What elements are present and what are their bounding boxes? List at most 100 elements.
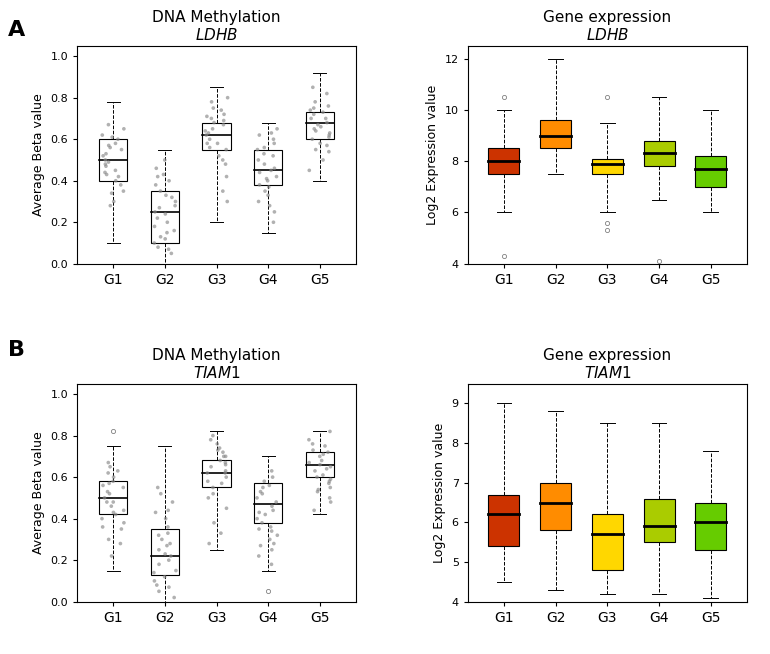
Point	[102, 157, 115, 167]
Point	[169, 200, 181, 211]
Point	[117, 482, 129, 492]
Point	[324, 497, 336, 508]
Point	[262, 190, 274, 201]
Bar	[488, 148, 520, 174]
Point	[314, 459, 326, 470]
Point	[152, 482, 164, 492]
Bar	[254, 483, 283, 523]
Point	[168, 593, 180, 603]
Point	[103, 478, 116, 489]
Point	[323, 492, 336, 503]
Bar	[203, 122, 231, 150]
Point	[307, 445, 320, 455]
Point	[320, 113, 332, 124]
Point	[108, 472, 120, 483]
Point	[164, 538, 176, 549]
Point	[307, 109, 320, 120]
Point	[95, 513, 108, 524]
Point	[149, 576, 161, 586]
Point	[310, 145, 322, 155]
Point	[218, 451, 230, 462]
Point	[101, 497, 113, 508]
Point	[99, 155, 112, 165]
Bar	[695, 156, 726, 187]
Point	[109, 138, 122, 148]
Point	[100, 161, 112, 171]
Point	[115, 180, 127, 190]
Point	[166, 248, 178, 258]
Point	[161, 228, 173, 238]
Bar	[540, 120, 571, 148]
Point	[319, 441, 331, 451]
Point	[309, 97, 321, 107]
Point	[263, 534, 276, 545]
Point	[259, 186, 271, 196]
Point	[220, 472, 233, 483]
Point	[102, 457, 115, 468]
Point	[306, 82, 319, 92]
Point	[165, 551, 177, 561]
Point	[260, 173, 273, 184]
Point	[268, 538, 280, 549]
Point	[201, 468, 213, 478]
Point	[219, 159, 232, 169]
Point	[159, 209, 172, 219]
Text: A: A	[8, 20, 25, 40]
Point	[212, 138, 224, 148]
Point	[316, 470, 329, 480]
Point	[215, 528, 227, 538]
Point	[212, 445, 224, 455]
Point	[214, 455, 226, 466]
Point	[323, 476, 336, 487]
Point	[116, 145, 128, 155]
Y-axis label: Log2 Expression value: Log2 Expression value	[433, 422, 446, 563]
Point	[266, 526, 278, 536]
Point	[320, 88, 333, 99]
Point	[254, 487, 266, 497]
Point	[104, 143, 116, 153]
Point	[203, 128, 215, 138]
Point	[253, 551, 265, 561]
Point	[268, 138, 280, 148]
Point	[160, 190, 172, 201]
Point	[112, 466, 124, 476]
Point	[215, 105, 227, 115]
Point	[218, 109, 230, 120]
Point	[218, 115, 230, 126]
Point	[324, 462, 336, 472]
Point	[152, 545, 165, 555]
Point	[321, 140, 333, 150]
Point	[207, 489, 219, 499]
Point	[258, 476, 270, 487]
Point	[152, 586, 165, 596]
Point	[309, 466, 321, 476]
Bar	[254, 150, 283, 185]
Point	[263, 200, 276, 211]
Bar	[99, 481, 127, 515]
Point	[306, 439, 319, 449]
Point	[159, 155, 171, 165]
Point	[323, 146, 335, 157]
Point	[220, 171, 233, 182]
Point	[152, 530, 165, 540]
Point	[102, 120, 115, 130]
Point	[156, 534, 168, 545]
Point	[308, 505, 320, 515]
Point	[152, 242, 164, 252]
Point	[96, 130, 109, 141]
Point	[97, 150, 109, 161]
Point	[253, 180, 266, 190]
Point	[216, 155, 229, 165]
Point	[251, 513, 263, 524]
Point	[251, 145, 263, 155]
Point	[106, 132, 119, 143]
Point	[107, 476, 119, 487]
Point	[216, 186, 229, 196]
Point	[206, 97, 218, 107]
Point	[149, 507, 162, 517]
Point	[148, 238, 160, 249]
Point	[161, 540, 173, 551]
Point	[102, 140, 115, 150]
Point	[253, 130, 266, 141]
Point	[96, 522, 109, 532]
